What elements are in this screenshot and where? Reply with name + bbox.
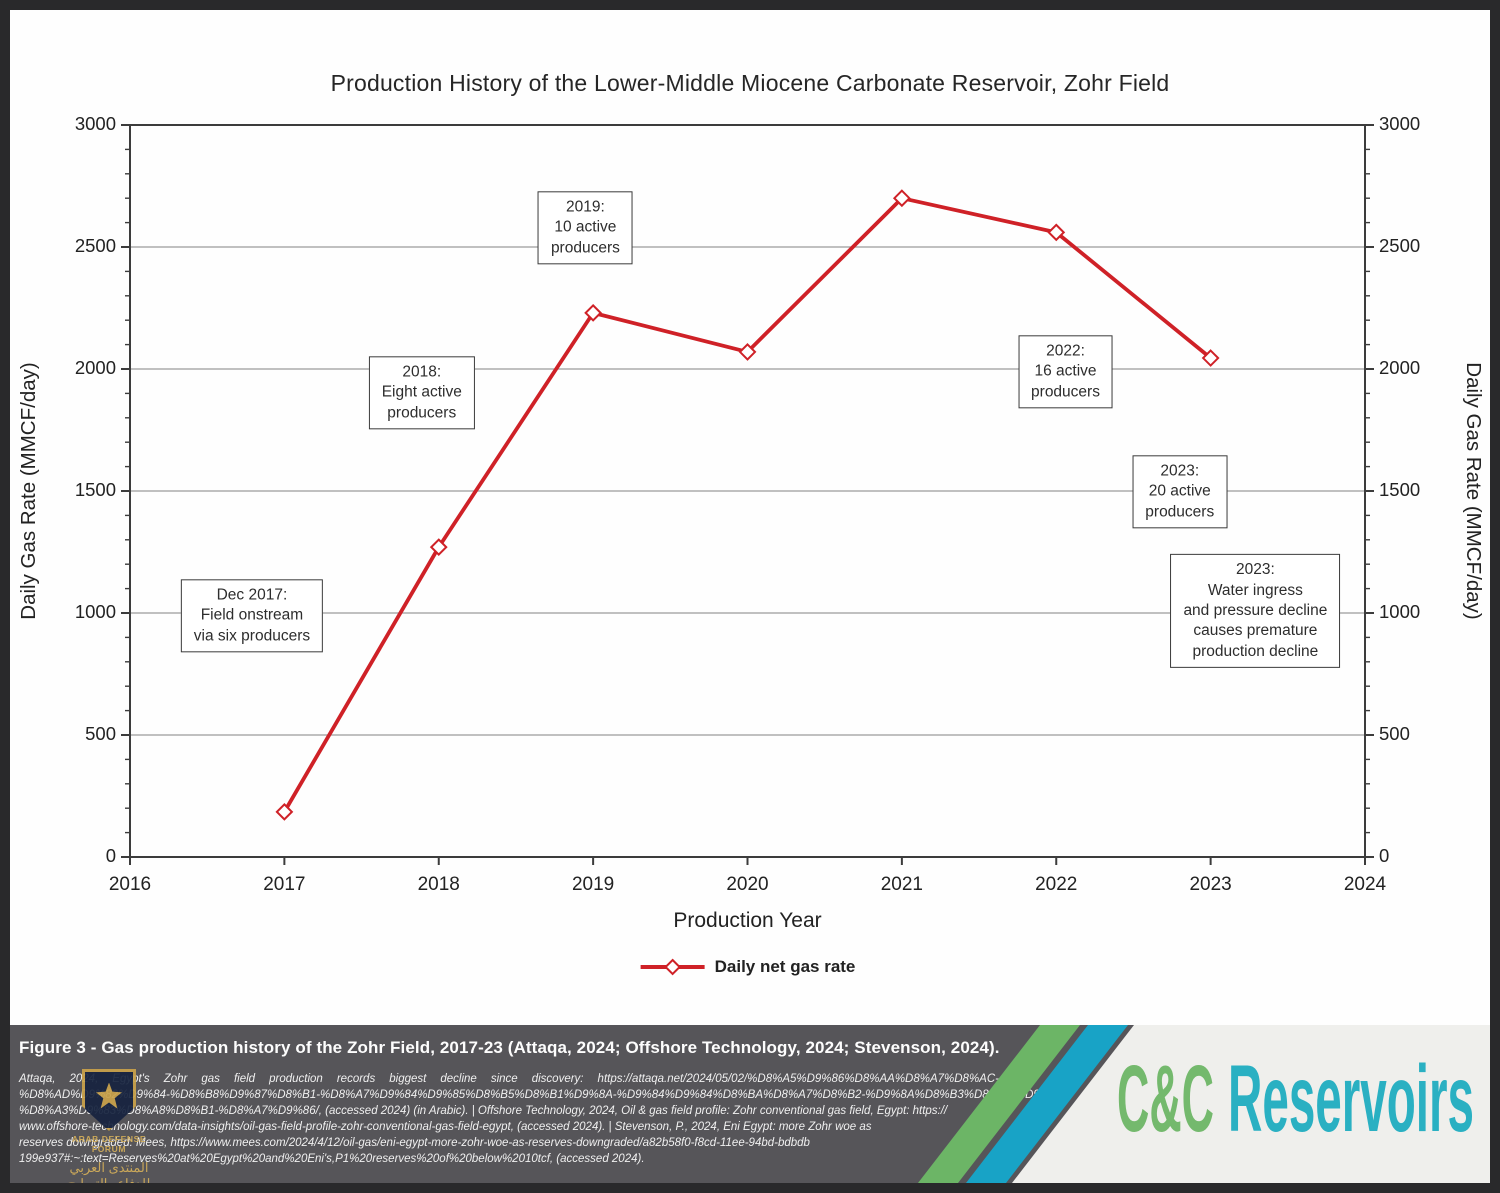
caption-band: Figure 3 - Gas production history of the… — [10, 1025, 1490, 1183]
annotation-2022: 2022: 16 active producers — [1018, 335, 1113, 409]
chart-title: Production History of the Lower-Middle M… — [330, 70, 1170, 96]
svg-text:2024: 2024 — [1344, 874, 1387, 895]
svg-text:2019: 2019 — [572, 874, 614, 895]
citation-line: %D8%AD%D9%82%D9%84-%D8%B8%D9%87%D8%B1-%D… — [19, 1089, 1067, 1101]
cc-reservoirs-logo: C&C Reservoirs — [1117, 1046, 1474, 1152]
svg-text:2000: 2000 — [1379, 357, 1420, 378]
citation-line: www.offshore-technology.com/data-insight… — [19, 1121, 872, 1133]
svg-text:Production Year: Production Year — [673, 909, 821, 932]
svg-text:2500: 2500 — [75, 235, 116, 256]
citation-line: %D8%A3%D9%83%D8%A8%D8%B1-%D8%A7%D9%86/, … — [19, 1105, 948, 1117]
legend-label: Daily net gas rate — [714, 957, 856, 976]
annotation-2019: 2019: 10 active producers — [537, 191, 633, 265]
svg-text:2017: 2017 — [263, 874, 305, 895]
chart-panel: Production History of the Lower-Middle M… — [10, 10, 1490, 1025]
svg-text:1500: 1500 — [75, 479, 116, 500]
citation-line: reserves downgraded: Mees, https://www.m… — [19, 1137, 810, 1149]
svg-text:2022: 2022 — [1035, 874, 1077, 895]
citation-line: Attaqa, 2024, Egypt's Zohr gas field pro… — [19, 1073, 999, 1085]
svg-text:Daily Gas Rate (MMCF/day): Daily Gas Rate (MMCF/day) — [1462, 362, 1485, 619]
annotation-2023-producers: 2023: 20 active producers — [1132, 455, 1228, 529]
legend-marker-diamond-line — [640, 958, 705, 976]
svg-text:2021: 2021 — [881, 874, 923, 895]
logo-text-cc: C&C — [1117, 1046, 1214, 1152]
svg-text:0: 0 — [1379, 845, 1389, 866]
watermark-text-en: ARAB DEFENSE FORUM — [71, 1134, 147, 1154]
svg-text:Daily Gas Rate (MMCF/day): Daily Gas Rate (MMCF/day) — [17, 362, 40, 619]
figure-caption: Figure 3 - Gas production history of the… — [19, 1038, 1000, 1057]
svg-text:500: 500 — [85, 723, 116, 744]
svg-text:2020: 2020 — [726, 874, 768, 895]
svg-text:1500: 1500 — [1379, 479, 1420, 500]
annotation-2018: 2018: Eight active producers — [368, 356, 475, 430]
annotation-2023-water-ingress: 2023: Water ingress and pressure decline… — [1170, 553, 1341, 669]
svg-text:1000: 1000 — [1379, 601, 1420, 622]
svg-text:3000: 3000 — [75, 113, 116, 134]
svg-text:2016: 2016 — [109, 874, 151, 895]
watermark-text-ar: المنتدى العربي للدفاع والتسليح — [68, 1160, 151, 1183]
logo-text-reservoirs: Reservoirs — [1228, 1046, 1474, 1152]
svg-text:3000: 3000 — [1379, 113, 1420, 134]
line-chart: 0 0 500 500 1000 1000 1500 1500 2000 2000 2500 2500… — [17, 113, 1485, 932]
watermark: ARAB DEFENSE FORUM المنتدى العربي للدفاع… — [54, 1069, 164, 1183]
svg-text:2018: 2018 — [418, 874, 460, 895]
legend: Daily net gas rate — [639, 957, 856, 977]
svg-text:1000: 1000 — [75, 601, 116, 622]
citation-line: 199e937#:~:text=Reserves%20at%20Egypt%20… — [19, 1153, 645, 1165]
annotation-dec-2017: Dec 2017: Field onstream via six produce… — [180, 579, 324, 653]
citation-block: Attaqa, 2024, Egypt's Zohr gas field pro… — [19, 1071, 1067, 1167]
star-emblem-icon — [96, 1082, 122, 1109]
svg-text:0: 0 — [106, 845, 116, 866]
svg-text:2000: 2000 — [75, 357, 116, 378]
shield-icon — [82, 1069, 136, 1131]
svg-text:500: 500 — [1379, 723, 1410, 744]
svg-text:2023: 2023 — [1189, 874, 1231, 895]
svg-text:2500: 2500 — [1379, 235, 1420, 256]
